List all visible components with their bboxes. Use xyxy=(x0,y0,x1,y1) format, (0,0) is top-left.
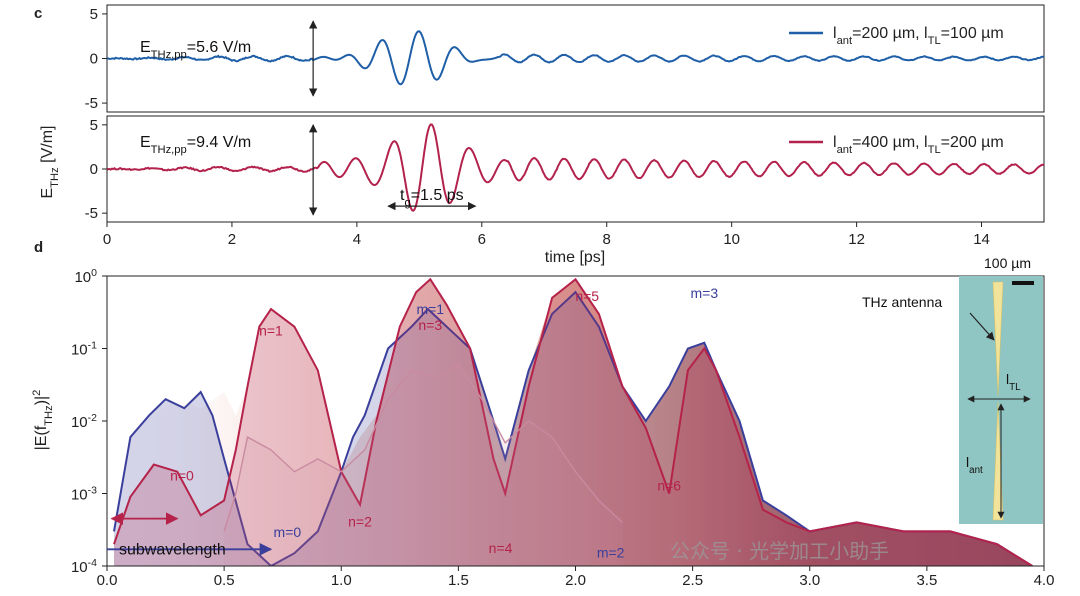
mode-label-m-1: m=1 xyxy=(416,301,444,317)
panel-d-xtick-label: 4.0 xyxy=(1034,572,1055,589)
mode-label-n-6: n=6 xyxy=(657,477,681,493)
panel-c-bottom-frame xyxy=(106,115,1045,223)
watermark: 公众号 · 光学加工小助手 xyxy=(670,539,889,563)
panel-c-xtick-label: 12 xyxy=(848,231,865,248)
panel-c-ytick-label: 0 xyxy=(90,161,98,178)
panel-d-xtick-label: 1.0 xyxy=(331,572,352,589)
mode-label-n-5: n=5 xyxy=(575,288,599,304)
panel-d-ytick-label: 10-1 xyxy=(71,340,97,359)
panel-c-ytick-label: 5 xyxy=(90,117,98,134)
panel-c-x-ticks: 0 2 4 6 8 10 12 14 xyxy=(103,222,990,248)
ant-length-label: lant xyxy=(966,454,983,476)
panel-c-top-subplot: 5 0 -5 ETHz,pp=5.6 V/m lant=200 µm, lTL=10… xyxy=(85,4,1045,113)
panel-d-ytick-label: 100 xyxy=(74,267,97,286)
panel-c-xtick-label: 0 xyxy=(103,231,111,248)
panel-d-xtick-label: 3.5 xyxy=(916,572,937,589)
panel-d-ylabel: |E(fTHz)|2 xyxy=(31,390,55,451)
panel-c-top-legend-label: lant=200 µm, lTL=100 µm xyxy=(833,25,1004,47)
panel-c-xtick-label: 4 xyxy=(353,231,361,248)
panel-letter-d: d xyxy=(34,239,43,256)
mode-label-n-0: n=0 xyxy=(170,468,194,484)
mode-label-m-3: m=3 xyxy=(691,285,719,301)
panel-c-bottom-series-line xyxy=(107,123,1044,213)
spectrum-series-fill-2 xyxy=(224,364,623,566)
scale-bar xyxy=(1012,281,1034,285)
panel-d-xtick-label: 1.5 xyxy=(448,572,469,589)
panel-c-xtick-label: 8 xyxy=(603,231,611,248)
panel-c-ytick-label: 5 xyxy=(90,6,98,23)
panel-c-xtick-label: 6 xyxy=(478,231,486,248)
spectrum-series-fill-0 xyxy=(114,292,1033,566)
panel-c-xtick-label: 2 xyxy=(228,231,236,248)
panel-c-bottom-amplitude-label: ETHz,pp=9.4 V/m xyxy=(140,134,251,156)
panel-c-xtick-label: 10 xyxy=(723,231,740,248)
mode-label-n-2: n=2 xyxy=(348,514,372,530)
panel-d-ytick-label: 10-2 xyxy=(71,412,97,431)
mode-label-n-3: n=3 xyxy=(418,317,442,333)
panel-c-bottom-legend-label: lant=400 µm, lTL=200 µm xyxy=(833,134,1004,156)
spectrum-series-line-2 xyxy=(223,363,623,532)
mode-label-n-1: n=1 xyxy=(259,323,283,339)
scale-bar-label: 100 µm xyxy=(984,255,1031,271)
mode-label-m-2: m=2 xyxy=(597,545,625,561)
panel-c-ylabel: ETHz [V/m] xyxy=(39,126,61,199)
panel-c-xtick-label: 14 xyxy=(973,231,990,248)
group-delay-label: tg=1.5 ps xyxy=(400,187,464,209)
panel-c-ytick-label: 0 xyxy=(90,51,98,68)
antenna-inset: lTL lant xyxy=(959,276,1043,524)
panel-d-xtick-label: 0.0 xyxy=(97,572,118,589)
spectrum-envelope-area xyxy=(107,279,1044,566)
mode-label-n-4: n=4 xyxy=(489,540,513,556)
panel-c-ytick-label: -5 xyxy=(85,95,98,112)
panel-c-bottom-subplot: 5 0 -5 ETHz,pp=9.4 V/m lant=400 µm, lTL=20… xyxy=(85,115,1045,223)
antenna-label: THz antenna xyxy=(862,294,942,310)
panel-d-xtick-label: 0.5 xyxy=(214,572,235,589)
tl-length-label: lTL xyxy=(1006,371,1021,393)
antenna-pointer-arrow xyxy=(969,312,995,341)
spectrum-series-line-1 xyxy=(113,277,1033,566)
panel-d-xtick-label: 2.0 xyxy=(565,572,586,589)
subwavelength-label: subwavelength xyxy=(119,541,226,558)
panel-d-xtick-label: 2.5 xyxy=(682,572,703,589)
panel-letter-c: c xyxy=(34,5,42,22)
panel-c-top-amplitude-label: ETHz,pp=5.6 V/m xyxy=(140,39,251,61)
spectrum-series-fill-1 xyxy=(114,279,1033,566)
panel-c-top-series-line xyxy=(107,30,1044,86)
panel-c-ytick-label: -5 xyxy=(85,205,98,222)
panel-c-xlabel: time [ps] xyxy=(545,249,605,266)
panel-d-plot: 0.0 0.5 1.0 1.5 2.0 2.5 3.0 3.5 4.0 100 10-1 10-2 10… xyxy=(71,267,1054,589)
panel-d-xtick-label: 3.0 xyxy=(799,572,820,589)
mode-label-m-0: m=0 xyxy=(274,524,302,540)
panel-d-ytick-label: 10-3 xyxy=(71,485,97,504)
antenna-upper-arm xyxy=(992,281,1004,397)
panel-d-ytick-label: 10-4 xyxy=(71,557,97,576)
